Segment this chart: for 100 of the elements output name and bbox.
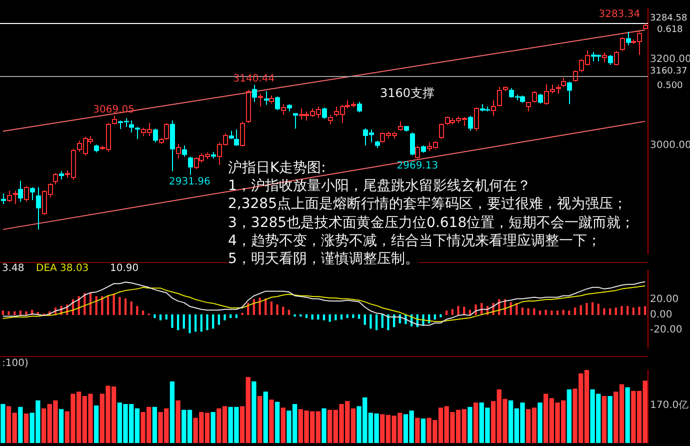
candlestick: [421, 144, 426, 154]
candlestick: [556, 84, 561, 94]
bar: [24, 413, 29, 443]
bar: [280, 408, 286, 443]
bar: [218, 314, 220, 325]
bar: [212, 314, 214, 329]
bar: [420, 418, 426, 443]
bar: [556, 310, 559, 316]
annotation: 3.48: [2, 263, 24, 275]
candlestick: [24, 185, 29, 202]
bar: [8, 311, 10, 316]
bar: [586, 302, 588, 316]
bar: [200, 314, 202, 332]
bar: [18, 406, 23, 443]
bar: [550, 310, 553, 316]
annotation: 2,3285点上面是熔断行情的套牢筹码区，要过很难，视为强压；: [228, 196, 627, 214]
candlestick: [164, 122, 169, 140]
annotation: DEA 38.03: [36, 263, 89, 275]
bar: [521, 308, 524, 316]
bar: [276, 304, 278, 316]
bar: [154, 314, 156, 318]
text: 0.500: [657, 81, 683, 92]
bar: [568, 310, 570, 316]
annotation: 5，明天看阴，谨慎调整压制。: [228, 251, 419, 268]
bar: [194, 314, 197, 332]
bar: [257, 396, 262, 443]
candlestick: [608, 54, 613, 66]
bar: [580, 305, 582, 316]
bar: [602, 396, 607, 443]
bar: [387, 314, 390, 330]
bar: [270, 301, 273, 316]
bar: [241, 312, 244, 316]
bar: [25, 311, 28, 316]
candlestick: [211, 151, 216, 159]
ref-line-label: 3284.58: [650, 13, 688, 24]
bar: [322, 408, 326, 443]
bar: [328, 314, 331, 322]
candlestick: [170, 120, 175, 172]
bar: [95, 296, 98, 316]
y-tick-label: -20.00: [650, 324, 682, 336]
y-tick-label: 20.00: [650, 294, 679, 306]
bar: [597, 304, 600, 316]
bar: [352, 314, 354, 318]
bar: [159, 314, 162, 320]
bar: [574, 308, 576, 316]
ref-line-label: 3160.37: [650, 66, 688, 76]
bar: [171, 314, 174, 328]
bar: [258, 298, 261, 316]
bar: [358, 314, 360, 319]
annotation: 沪指日K走势图:: [228, 160, 326, 177]
candlestick: [59, 170, 64, 180]
candlestick: [229, 130, 234, 139]
candlestick: [188, 156, 193, 176]
text: 170.0亿: [650, 400, 689, 412]
annotation: 3，3285也是技术面黄金压力位0.618位置，短期不会一蹴而就；: [228, 214, 635, 232]
bar: [170, 381, 175, 443]
annotation: 2969.13: [396, 160, 438, 172]
bar: [294, 314, 296, 317]
bar: [415, 418, 420, 443]
bar: [94, 405, 99, 443]
candlestick: [94, 144, 99, 153]
bar: [644, 306, 646, 316]
candlestick: [626, 31, 631, 46]
bar: [182, 314, 185, 329]
candlestick: [36, 186, 41, 230]
annotation: 2931.96: [169, 176, 210, 188]
bar: [510, 302, 512, 316]
bar: [608, 308, 612, 316]
bar: [176, 314, 180, 330]
bar: [566, 389, 572, 443]
bar: [538, 310, 542, 316]
bar: [322, 314, 326, 320]
candlestick: [375, 140, 380, 149]
bar: [468, 406, 472, 443]
annotation: 3160支撑: [380, 86, 435, 100]
bar: [269, 400, 274, 443]
candlestick: [293, 113, 298, 130]
bar: [638, 306, 640, 316]
annotation: 3069.05: [93, 104, 135, 116]
annotation: 3283.34: [598, 8, 640, 20]
bar: [533, 308, 536, 316]
candlestick: [532, 90, 537, 104]
bar: [136, 306, 138, 316]
bar: [334, 314, 337, 320]
bar: [603, 308, 606, 316]
candlestick: [287, 104, 292, 112]
bar: [176, 400, 180, 443]
candlestick: [468, 115, 473, 132]
bar: [527, 308, 530, 316]
bar: [538, 402, 542, 443]
bar: [375, 314, 378, 330]
bar: [2, 310, 4, 316]
bar: [224, 314, 226, 320]
bar: [620, 306, 623, 316]
candlestick: [415, 145, 420, 158]
annotation: 3140.44: [233, 74, 275, 85]
bar: [206, 314, 208, 330]
candlestick: [264, 90, 269, 106]
candlestick: [176, 143, 181, 159]
bar: [608, 396, 612, 443]
